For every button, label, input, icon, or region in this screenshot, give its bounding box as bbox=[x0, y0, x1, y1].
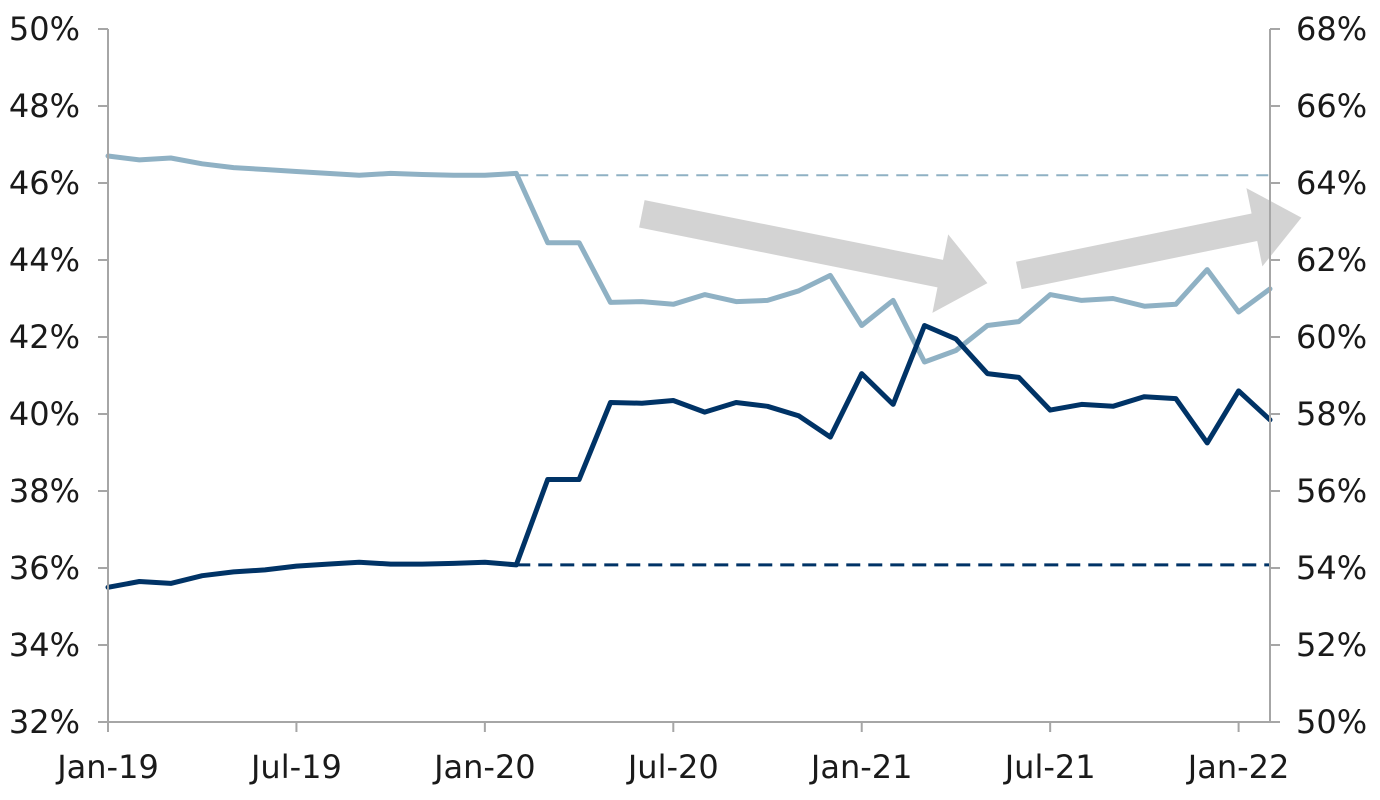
left-y-tick-label: 46% bbox=[9, 164, 80, 202]
series-lines bbox=[105, 153, 1273, 590]
x-tick-label: Jul-20 bbox=[626, 748, 719, 786]
left-y-tick-label: 40% bbox=[9, 395, 80, 433]
x-tick-label: Jan-20 bbox=[432, 748, 536, 786]
trend-arrow-up-icon bbox=[1016, 188, 1302, 290]
right-y-tick-label: 64% bbox=[1296, 164, 1367, 202]
x-tick-label: Jan-22 bbox=[1186, 748, 1290, 786]
right-y-tick-label: 68% bbox=[1296, 10, 1367, 48]
left-y-tick-label: 36% bbox=[9, 549, 80, 587]
right-y-tick-label: 56% bbox=[1296, 472, 1367, 510]
left-y-tick-label: 32% bbox=[9, 703, 80, 741]
right-y-tick-label: 54% bbox=[1296, 549, 1367, 587]
axes: 32% 34% 36% 38% 40% 42% 44% 46% 48% 50% 50% 52% 54% 5… bbox=[9, 10, 1367, 786]
right-y-tick-label: 50% bbox=[1296, 703, 1367, 741]
x-tick-label: Jul-19 bbox=[249, 748, 342, 786]
trend-arrows bbox=[639, 188, 1302, 313]
reference-lines bbox=[516, 174, 1270, 567]
left-y-tick-label: 38% bbox=[9, 472, 80, 510]
left-y-tick-label: 48% bbox=[9, 87, 80, 125]
right-y-tick-label: 58% bbox=[1296, 395, 1367, 433]
x-tick-label: Jan-21 bbox=[809, 748, 913, 786]
left-y-tick-label: 44% bbox=[9, 241, 80, 279]
left-y-tick-label: 50% bbox=[9, 10, 80, 48]
right-y-tick-label: 62% bbox=[1296, 241, 1367, 279]
right-axis-series-line bbox=[105, 323, 1273, 590]
x-tick-label: Jan-19 bbox=[55, 748, 159, 786]
left-y-tick-label: 42% bbox=[9, 318, 80, 356]
x-tick-label: Jul-21 bbox=[1003, 748, 1096, 786]
right-y-tick-label: 52% bbox=[1296, 626, 1367, 664]
trend-arrow-down-icon bbox=[639, 200, 988, 313]
right-y-tick-label: 66% bbox=[1296, 87, 1367, 125]
left-axis-series-line bbox=[105, 153, 1273, 365]
right-y-tick-label: 60% bbox=[1296, 318, 1367, 356]
left-y-tick-label: 34% bbox=[9, 626, 80, 664]
